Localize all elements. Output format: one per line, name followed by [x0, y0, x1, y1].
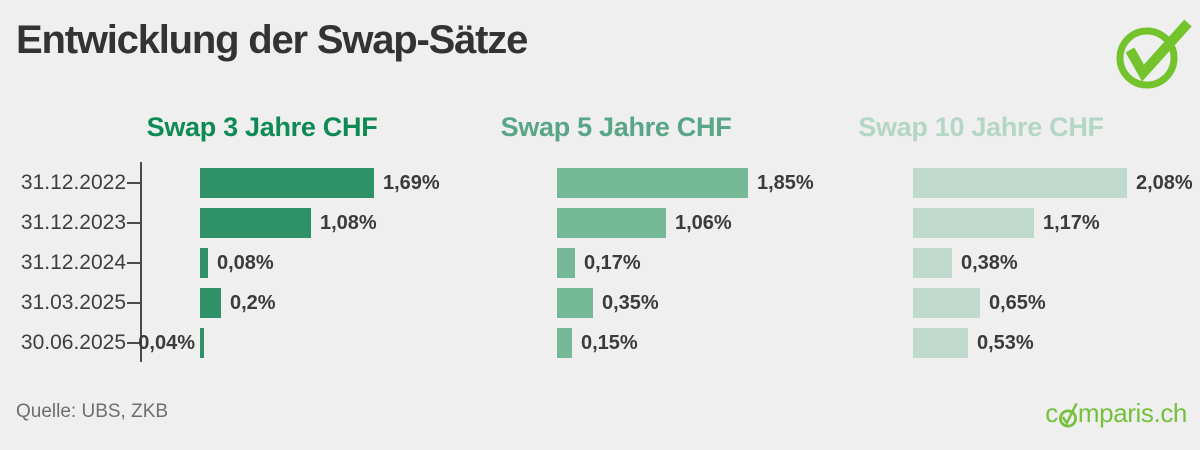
comparis-check-icon — [1116, 19, 1192, 89]
axis-tick — [127, 302, 141, 304]
value-label: 1,08% — [320, 212, 377, 234]
value-label: 0,17% — [584, 252, 641, 274]
bar-swap-10-jahre-chf-31.12.2022 — [913, 168, 1127, 198]
value-label: 0,65% — [989, 292, 1046, 314]
bar-swap-3-jahre-chf-31.12.2022 — [200, 168, 374, 198]
value-label: 1,85% — [757, 172, 814, 194]
bar-swap-3-jahre-chf-30.06.2025 — [200, 328, 204, 358]
date-label: 31.12.2024 — [20, 251, 126, 274]
value-label: 2,08% — [1136, 172, 1193, 194]
value-label: 0,04% — [138, 332, 195, 354]
logo-text-prefix: c — [1045, 398, 1058, 428]
bar-swap-3-jahre-chf-31.12.2024 — [200, 248, 208, 278]
value-label: 1,17% — [1043, 212, 1100, 234]
date-label: 31.12.2023 — [20, 211, 126, 234]
bar-swap-10-jahre-chf-31.12.2024 — [913, 248, 952, 278]
column-header-3: Swap 10 Jahre CHF — [858, 112, 1104, 142]
value-label: 1,69% — [383, 172, 440, 194]
value-label: 0,53% — [977, 332, 1034, 354]
column-header-1: Swap 3 Jahre CHF — [146, 112, 378, 142]
comparis-o-check-icon — [1058, 402, 1078, 428]
date-label: 31.12.2022 — [20, 171, 126, 194]
value-label: 0,15% — [581, 332, 638, 354]
date-label: 31.03.2025 — [20, 291, 126, 314]
bar-swap-10-jahre-chf-30.06.2025 — [913, 328, 968, 358]
comparis-logo: c mparis.ch — [1045, 398, 1187, 429]
y-axis-line — [140, 162, 142, 362]
bar-swap-3-jahre-chf-31.12.2023 — [200, 208, 311, 238]
column-header-2: Swap 5 Jahre CHF — [500, 112, 732, 142]
bar-swap-5-jahre-chf-31.03.2025 — [557, 288, 593, 318]
value-label: 0,2% — [230, 292, 276, 314]
axis-tick — [127, 222, 141, 224]
bar-swap-10-jahre-chf-31.12.2023 — [913, 208, 1034, 238]
value-label: 0,38% — [961, 252, 1018, 274]
bar-swap-5-jahre-chf-31.12.2023 — [557, 208, 666, 238]
page-title: Entwicklung der Swap-Sätze — [16, 18, 528, 62]
axis-tick — [127, 342, 141, 344]
bar-swap-5-jahre-chf-31.12.2024 — [557, 248, 575, 278]
value-label: 0,35% — [602, 292, 659, 314]
source-note: Quelle: UBS, ZKB — [16, 401, 169, 422]
bar-swap-5-jahre-chf-30.06.2025 — [557, 328, 572, 358]
bar-swap-10-jahre-chf-31.03.2025 — [913, 288, 980, 318]
axis-tick — [127, 262, 141, 264]
value-label: 1,06% — [675, 212, 732, 234]
bar-swap-5-jahre-chf-31.12.2022 — [557, 168, 748, 198]
value-label: 0,08% — [217, 252, 274, 274]
bar-swap-3-jahre-chf-31.03.2025 — [200, 288, 221, 318]
axis-tick — [127, 182, 141, 184]
logo-text-suffix: mparis.ch — [1077, 398, 1188, 428]
date-label: 30.06.2025 — [20, 331, 126, 354]
